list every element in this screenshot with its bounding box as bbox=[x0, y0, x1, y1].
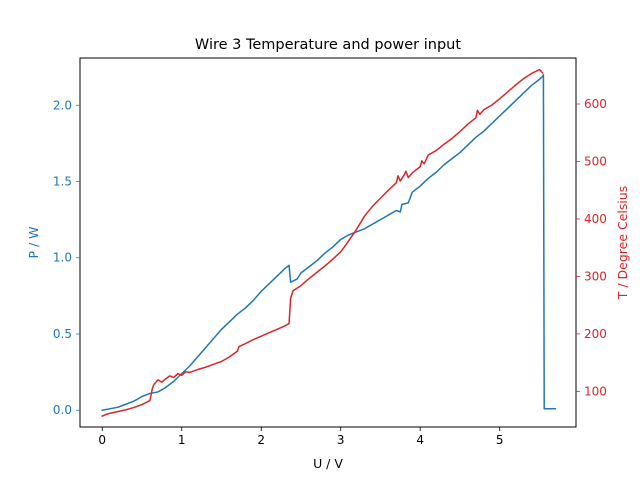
power-series-line bbox=[101, 74, 557, 412]
axes: 0 1 2 3 4 5 0.0 0.5 1.0 1.5 2.0 100 200 300 400 500 600 bbox=[53, 97, 607, 447]
y-left-tick-label: 1.5 bbox=[53, 175, 72, 189]
y-right-tick-label: 100 bbox=[584, 384, 607, 398]
x-tick-label: 5 bbox=[496, 433, 504, 447]
y-right-tick-label: 300 bbox=[584, 269, 607, 283]
x-tick-label: 2 bbox=[257, 433, 265, 447]
temperature-series-line bbox=[101, 68, 544, 418]
y-left-tick-label: 0.0 bbox=[53, 403, 72, 417]
chart-title: Wire 3 Temperature and power input bbox=[195, 37, 461, 53]
x-tick-label: 0 bbox=[98, 433, 106, 447]
x-tick-label: 3 bbox=[337, 433, 345, 447]
y-right-tick-label: 400 bbox=[584, 212, 607, 226]
plot-frame bbox=[79, 57, 577, 428]
y-right-tick-label: 500 bbox=[584, 154, 607, 168]
y-left-tick-label: 0.5 bbox=[53, 327, 72, 341]
y-right-tick-label: 600 bbox=[584, 97, 607, 111]
y-left-tick-label: 2.0 bbox=[53, 98, 72, 112]
x-axis-label: U / V bbox=[313, 456, 343, 471]
x-tick-label: 1 bbox=[178, 433, 186, 447]
y-right-tick-label: 200 bbox=[584, 327, 607, 341]
plot-area bbox=[101, 68, 557, 418]
y-axis-left-label: P / W bbox=[26, 226, 41, 258]
y-axis-right-label: T / Degree Celsius bbox=[615, 186, 630, 301]
x-tick-label: 4 bbox=[416, 433, 424, 447]
y-left-tick-label: 1.0 bbox=[53, 251, 72, 265]
